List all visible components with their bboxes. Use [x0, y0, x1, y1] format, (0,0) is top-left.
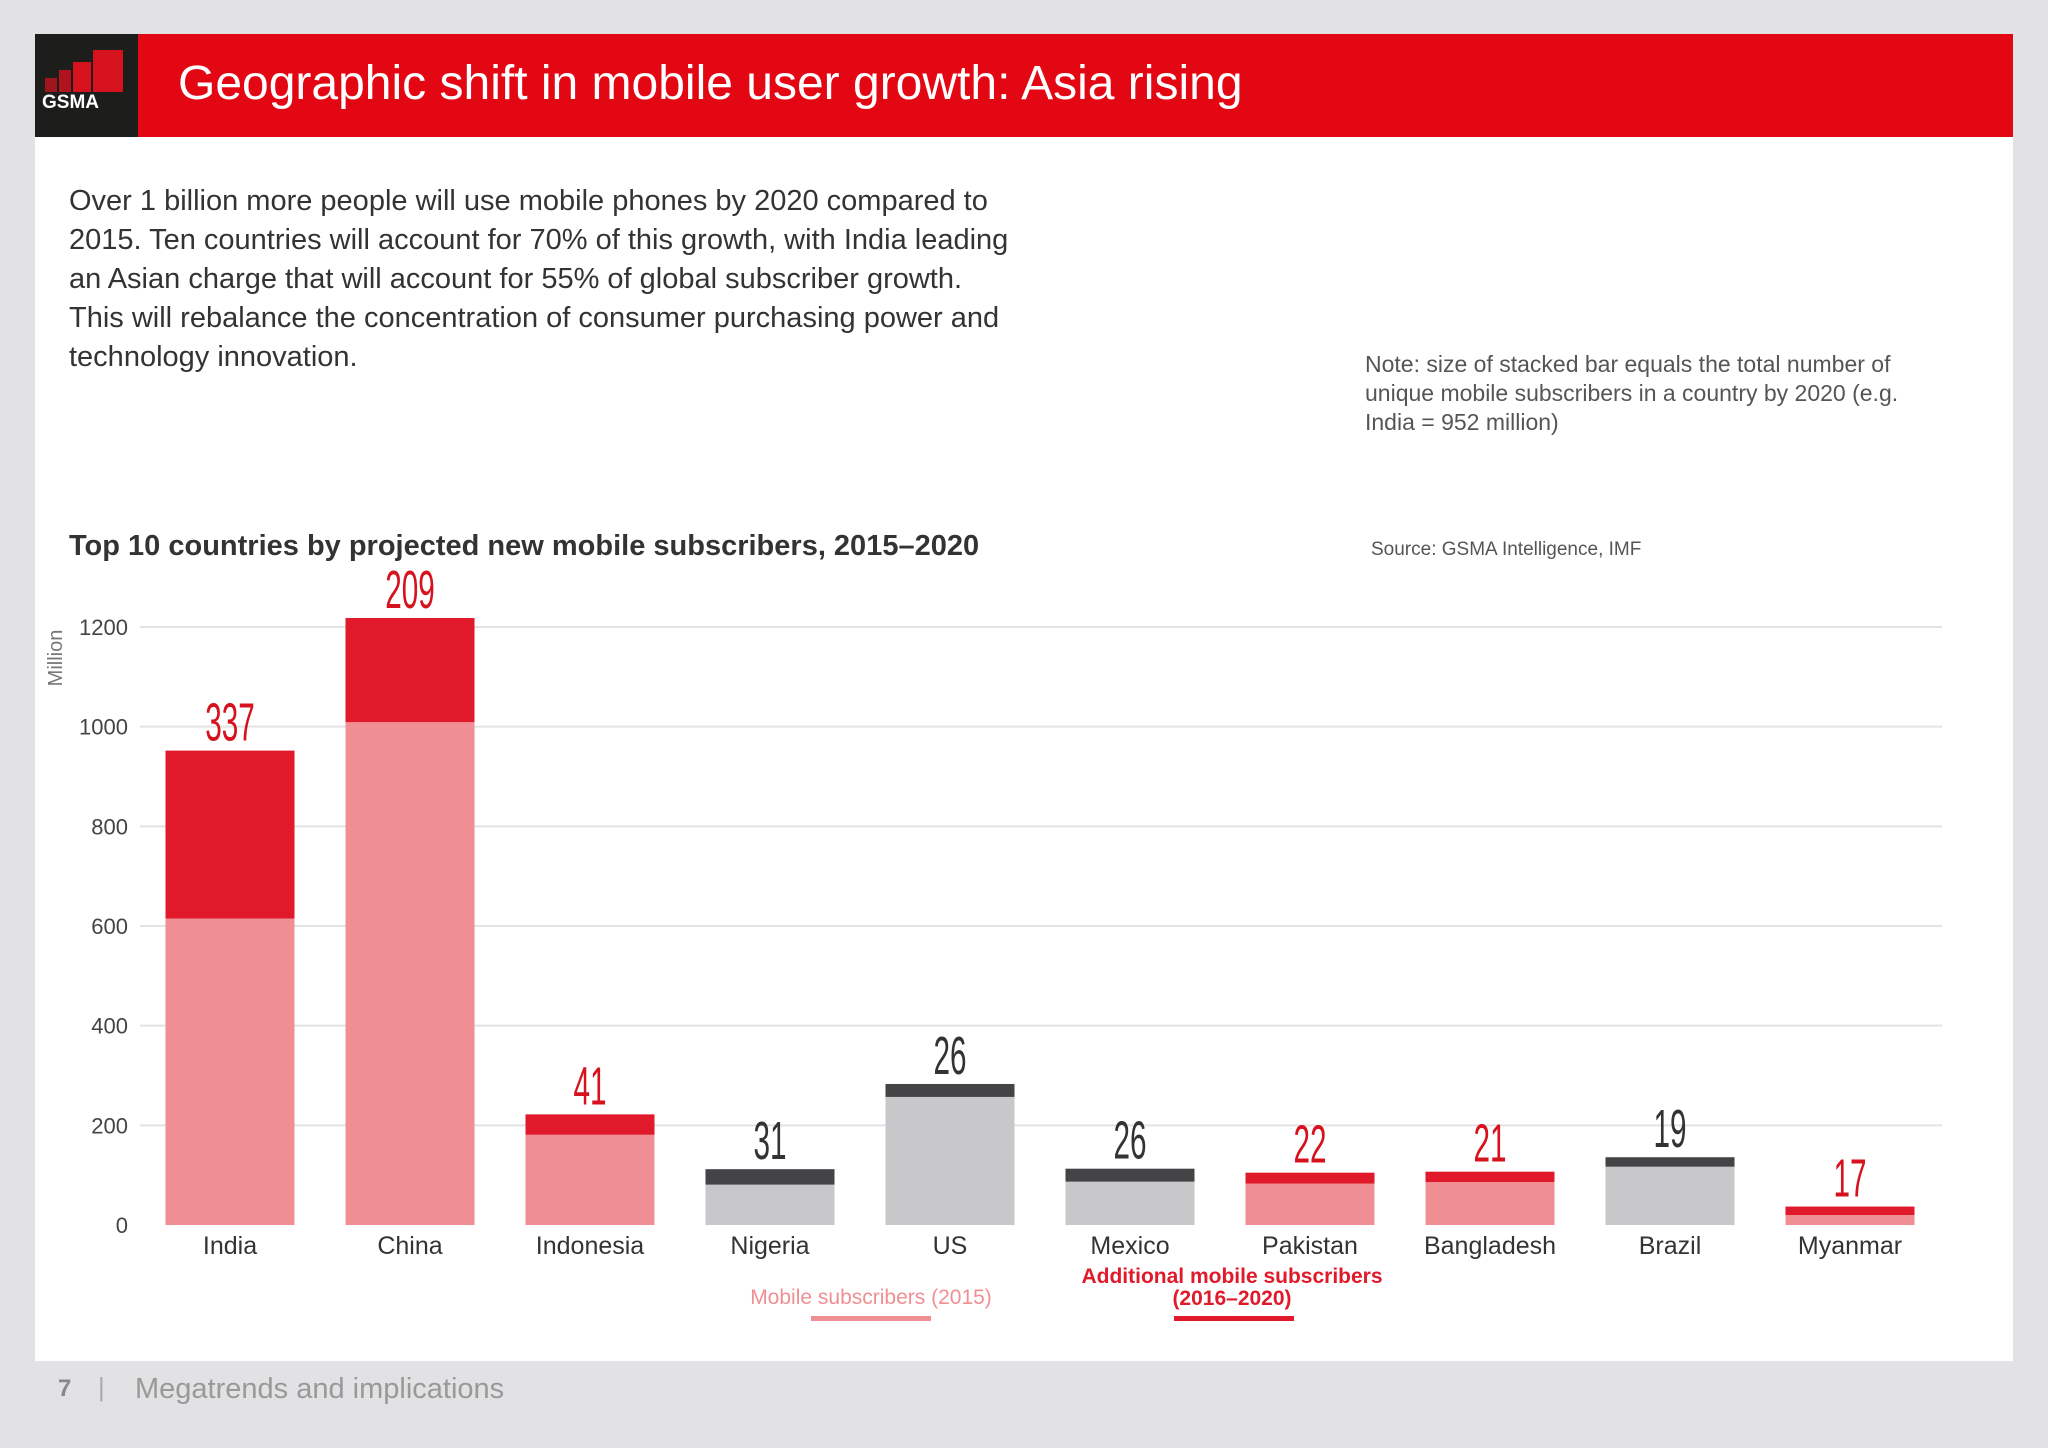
x-tick-label: Pakistan — [1262, 1232, 1358, 1260]
bar-base-nigeria — [705, 1184, 835, 1225]
data-label: 31 — [753, 1112, 786, 1171]
bar-base-us — [885, 1096, 1015, 1225]
y-tick-label: 400 — [91, 1014, 128, 1039]
data-label: 22 — [1293, 1116, 1326, 1175]
x-tick-label: Indonesia — [536, 1232, 645, 1260]
chart-note: Note: size of stacked bar equals the tot… — [1365, 351, 1899, 435]
x-tick-label: India — [203, 1232, 257, 1260]
logo-text: GSMA — [42, 92, 99, 113]
bar-base-pakistan — [1245, 1183, 1375, 1225]
footer-section: Megatrends and implications — [135, 1373, 505, 1405]
footer-separator: | — [98, 1372, 105, 1402]
bar-base-brazil — [1605, 1166, 1735, 1225]
bar-base-india — [165, 918, 295, 1225]
bar-base-china — [345, 722, 475, 1225]
source-text: Source: GSMA Intelligence, IMF — [1371, 539, 1642, 560]
y-tick-label: 200 — [91, 1113, 128, 1138]
bar-additional-pakistan — [1245, 1172, 1375, 1184]
bar-additional-india — [165, 750, 295, 919]
bar-base-mexico — [1065, 1181, 1195, 1225]
y-tick-label: 1000 — [79, 715, 128, 740]
data-label: 26 — [1113, 1112, 1146, 1171]
bar-additional-nigeria — [705, 1169, 835, 1185]
x-tick-label: Mexico — [1090, 1232, 1169, 1260]
bar-additional-myanmar — [1785, 1206, 1915, 1216]
legend-swatch-additional — [1174, 1316, 1294, 1321]
bar-base-indonesia — [525, 1134, 655, 1225]
bar-base-bangladesh — [1425, 1182, 1555, 1225]
page-number: 7 — [58, 1375, 72, 1402]
x-tick-label: Brazil — [1639, 1232, 1702, 1260]
gsma-logo: GSMA — [35, 34, 138, 137]
chart-title: Top 10 countries by projected new mobile… — [69, 530, 980, 562]
x-tick-label: Bangladesh — [1424, 1232, 1556, 1260]
legend-label-2015: Mobile subscribers (2015) — [750, 1286, 992, 1309]
bar-base-myanmar — [1785, 1215, 1915, 1225]
y-tick-label: 1200 — [79, 615, 128, 640]
bar-additional-us — [885, 1083, 1015, 1097]
data-label: 337 — [205, 693, 255, 752]
bar-additional-china — [345, 618, 475, 723]
data-label: 21 — [1473, 1115, 1506, 1174]
legend-label-additional-line1: Additional mobile subscribers — [1081, 1265, 1382, 1288]
data-label: 19 — [1653, 1100, 1686, 1159]
legend-label-additional-line2: (2016–2020) — [1172, 1287, 1291, 1310]
data-label: 17 — [1833, 1149, 1866, 1208]
data-label: 26 — [933, 1027, 966, 1086]
y-axis-label: Million — [45, 630, 67, 687]
bar-additional-brazil — [1605, 1157, 1735, 1167]
intro-text: Over 1 billion more people will use mobi… — [69, 185, 1009, 373]
x-tick-label: US — [933, 1232, 968, 1260]
data-label: 41 — [573, 1057, 606, 1116]
y-tick-label: 600 — [91, 914, 128, 939]
data-label: 209 — [385, 561, 435, 620]
y-tick-label: 0 — [116, 1213, 128, 1238]
header-bar: GSMA Geographic shift in mobile user gro… — [35, 34, 2013, 137]
bar-additional-indonesia — [525, 1114, 655, 1135]
x-tick-label: Nigeria — [730, 1232, 809, 1260]
x-tick-label: Myanmar — [1798, 1232, 1902, 1260]
legend-swatch-2015 — [811, 1316, 931, 1321]
bar-additional-bangladesh — [1425, 1171, 1555, 1183]
bar-additional-mexico — [1065, 1168, 1195, 1182]
page-title: Geographic shift in mobile user growth: … — [178, 57, 1243, 110]
y-tick-label: 800 — [91, 814, 128, 839]
x-tick-label: China — [377, 1232, 442, 1260]
